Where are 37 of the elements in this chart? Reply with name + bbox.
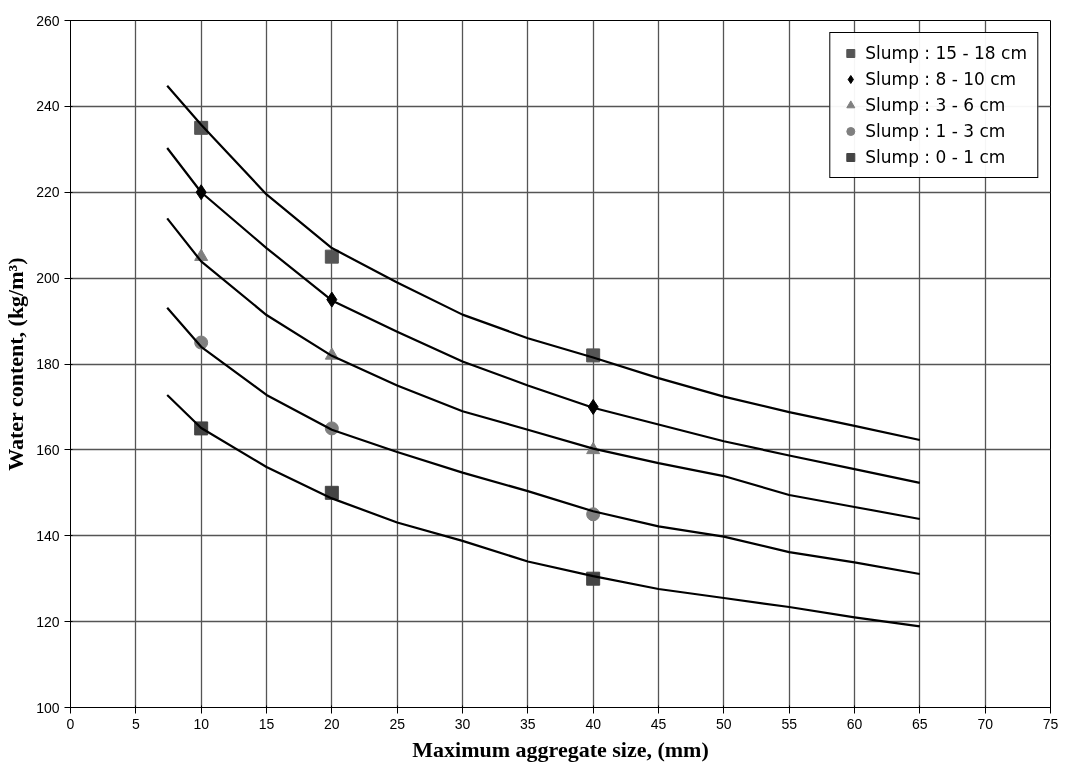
y-tick-label: 180 [36,356,60,372]
y-tick-label: 200 [36,270,60,287]
line-series [166,306,921,576]
legend-label: Slump : 3 - 6 cm [865,95,1006,115]
line-series [166,393,921,628]
y-tick-label: 240 [36,98,60,115]
x-tick-label: 5 [131,715,140,732]
x-tick-label: 25 [389,715,406,732]
x-tick-label: 20 [324,715,340,732]
y-axis-title: Water content, (kg/m³) [3,257,29,471]
legend-label: Slump : 15 - 18 cm [865,43,1027,63]
x-tick-label: 70 [977,715,994,732]
legend-label: Slump : 1 - 3 cm [865,121,1006,141]
x-tick-label: 50 [716,715,732,732]
x-tick-label: 30 [454,715,471,732]
line-series [166,146,921,485]
x-tick-label: 15 [258,715,275,732]
y-tick-label: 160 [36,441,60,458]
x-tick-label: 60 [846,715,863,732]
legend-label: Slump : 0 - 1 cm [865,147,1006,167]
legend-label: Slump : 8 - 10 cm [865,69,1017,89]
x-tick-label: 10 [193,715,210,732]
y-tick-label: 100 [36,699,60,716]
point [324,249,339,264]
x-tick-label: 65 [912,715,928,732]
x-tick-label: 75 [1042,715,1059,732]
y-tick-label: 260 [36,12,60,29]
x-tick-label: 0 [66,715,75,732]
x-axis-title: Maximum aggregate size, (mm) [412,736,709,762]
y-tick-label: 220 [36,184,60,201]
y-tick-label: 140 [36,527,60,544]
line-series [166,217,921,521]
y-tick-label: 120 [36,613,60,630]
x-tick-label: 35 [520,715,536,732]
x-tick-label: 40 [585,715,602,732]
x-tick-label: 45 [650,715,667,732]
x-tick-label: 55 [781,715,798,732]
